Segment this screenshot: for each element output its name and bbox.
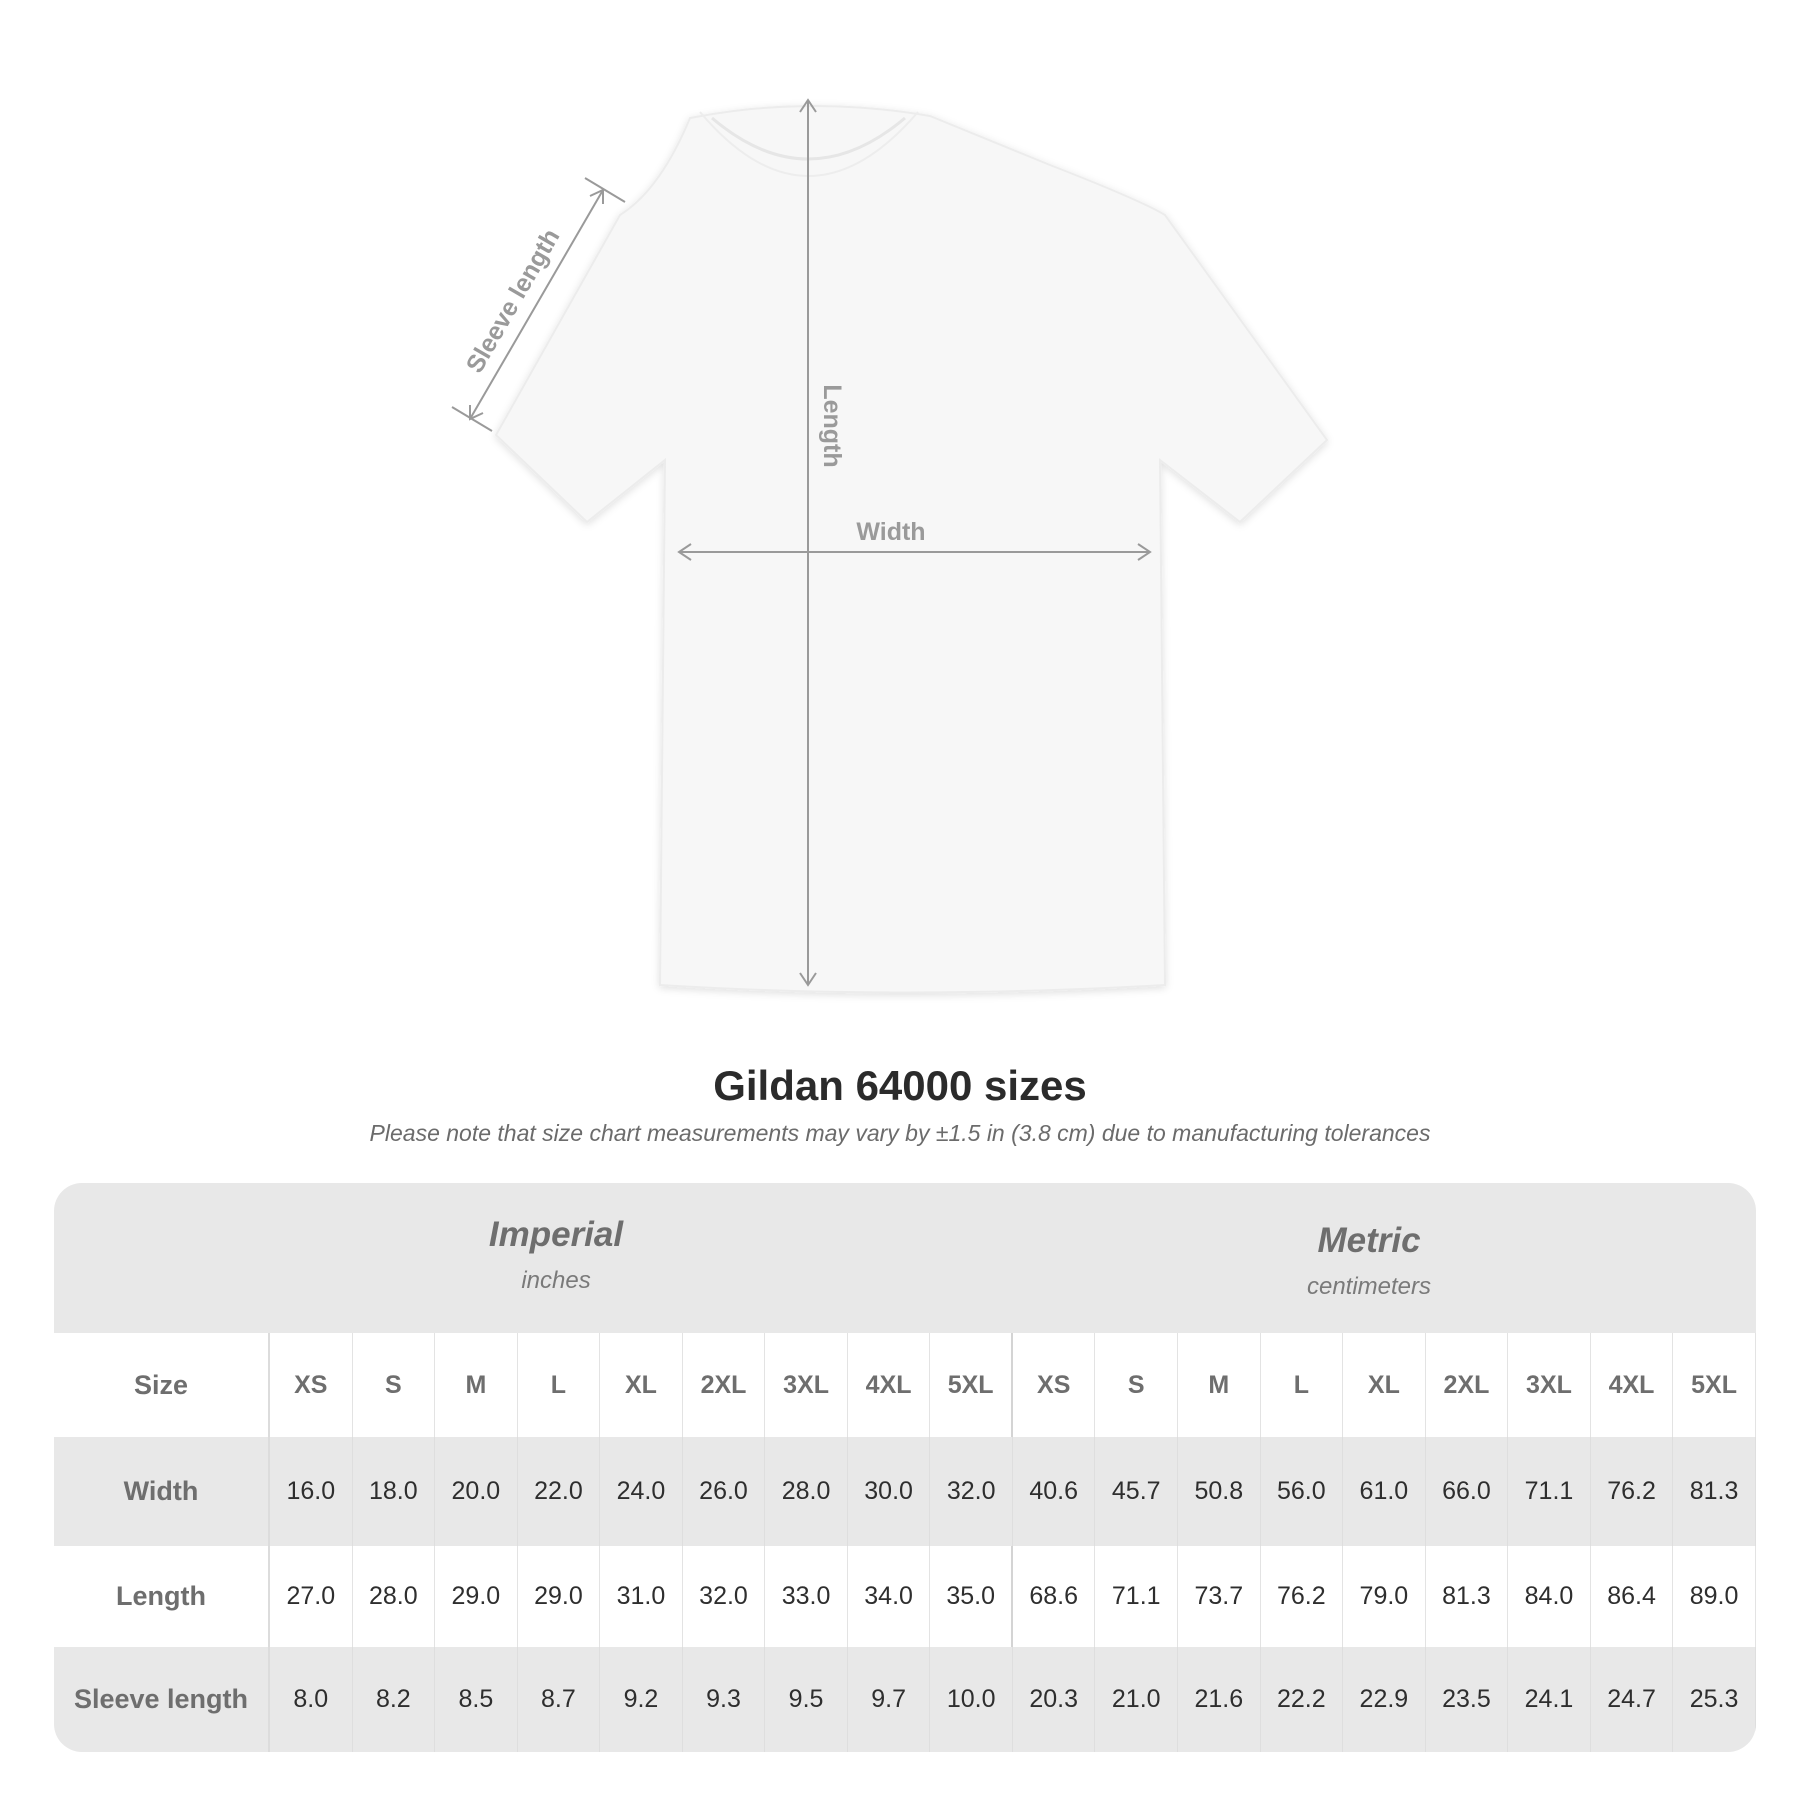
- tolerance-note: Please note that size chart measurements…: [369, 1120, 1431, 1146]
- size-header-cell: 3XL: [1508, 1333, 1591, 1437]
- table-cell: 84.0: [1508, 1546, 1591, 1647]
- table-cell: 22.0: [518, 1437, 601, 1546]
- tshirt-diagram: Sleeve length Length Width: [451, 98, 1329, 994]
- table-cell: 50.8: [1178, 1437, 1261, 1546]
- table-cell: 20.3: [1013, 1647, 1096, 1752]
- table-cell: 68.6: [1013, 1546, 1096, 1647]
- size-header-cell: XL: [1343, 1333, 1426, 1437]
- table-cell: 24.0: [600, 1437, 683, 1546]
- table-cell: 32.0: [683, 1546, 766, 1647]
- table-cell: 32.0: [930, 1437, 1013, 1546]
- size-header-cell: M: [435, 1333, 518, 1437]
- table-cell: 40.6: [1013, 1437, 1096, 1546]
- table-cell: 16.0: [270, 1437, 353, 1546]
- table-cell: 25.3: [1673, 1647, 1756, 1752]
- tshirt-shape: [494, 105, 1329, 994]
- length-label: Length: [818, 384, 846, 467]
- table-cell: 89.0: [1673, 1546, 1756, 1647]
- table-cell: 33.0: [765, 1546, 848, 1647]
- row-label: Sleeve length: [54, 1647, 270, 1752]
- table-cell: 26.0: [683, 1437, 766, 1546]
- size-row: Size XS S M L XL 2XL 3XL 4XL 5XL XS S M L XL 2XL 3XL 4XL…: [54, 1333, 1756, 1437]
- table-cell: 86.4: [1591, 1546, 1674, 1647]
- table-cell: 34.0: [848, 1546, 931, 1647]
- size-header-cell: 4XL: [1591, 1333, 1674, 1437]
- size-header-cell: 5XL: [930, 1333, 1013, 1437]
- table-cell: 76.2: [1261, 1546, 1344, 1647]
- table-row: Width 16.0 18.0 20.0 22.0 24.0 26.0 28.0 30.0 32.…: [54, 1437, 1756, 1546]
- table-cell: 81.3: [1673, 1437, 1756, 1546]
- table-header: Imperial inches Metric centimeters: [54, 1183, 1756, 1333]
- size-header-cell: XS: [1013, 1333, 1096, 1437]
- table-cell: 73.7: [1178, 1546, 1261, 1647]
- size-header-cell: 5XL: [1673, 1333, 1756, 1437]
- table-cell: 28.0: [765, 1437, 848, 1546]
- table-cell: 30.0: [848, 1437, 931, 1546]
- table-cell: 29.0: [518, 1546, 601, 1647]
- table-cell: 66.0: [1426, 1437, 1509, 1546]
- imperial-header: Imperial inches: [256, 1215, 856, 1295]
- table-cell: 21.6: [1178, 1647, 1261, 1752]
- metric-title: Metric: [1317, 1221, 1421, 1260]
- table-cell: 9.2: [600, 1647, 683, 1752]
- size-header-cell: XL: [600, 1333, 683, 1437]
- size-header-cell: 2XL: [683, 1333, 766, 1437]
- table-cell: 28.0: [353, 1546, 436, 1647]
- size-header-cell: 2XL: [1426, 1333, 1509, 1437]
- size-header-cell: S: [1095, 1333, 1179, 1437]
- size-header-cell: S: [353, 1333, 436, 1437]
- table-row: Sleeve length 8.0 8.2 8.5 8.7 9.2 9.3 9.5 9.7 10.…: [54, 1647, 1756, 1752]
- imperial-unit: inches: [521, 1267, 591, 1294]
- page-title: Gildan 64000 sizes: [713, 1062, 1087, 1109]
- row-label: Length: [54, 1546, 270, 1647]
- table-cell: 76.2: [1591, 1437, 1674, 1546]
- size-header-cell: 4XL: [848, 1333, 931, 1437]
- table-cell: 9.5: [765, 1647, 848, 1752]
- width-label: Width: [856, 518, 925, 546]
- table-cell: 9.7: [848, 1647, 931, 1752]
- table-row: Length 27.0 28.0 29.0 29.0 31.0 32.0 33.0 34.0 35…: [54, 1546, 1756, 1647]
- table-cell: 22.9: [1343, 1647, 1426, 1752]
- size-header-cell: 3XL: [765, 1333, 848, 1437]
- table-cell: 71.1: [1508, 1437, 1591, 1546]
- table-cell: 24.7: [1591, 1647, 1674, 1752]
- row-label: Width: [54, 1437, 270, 1546]
- table-cell: 79.0: [1343, 1546, 1426, 1647]
- table-cell: 8.7: [518, 1647, 601, 1752]
- table-cell: 10.0: [930, 1647, 1013, 1752]
- size-header-cell: L: [518, 1333, 601, 1437]
- table-cell: 24.1: [1508, 1647, 1591, 1752]
- size-header-cell: XS: [270, 1333, 353, 1437]
- table-cell: 56.0: [1261, 1437, 1344, 1546]
- table-cell: 23.5: [1426, 1647, 1509, 1752]
- table-cell: 27.0: [270, 1546, 353, 1647]
- table-cell: 31.0: [600, 1546, 683, 1647]
- table-cell: 8.5: [435, 1647, 518, 1752]
- table-cell: 8.0: [270, 1647, 353, 1752]
- table-cell: 18.0: [353, 1437, 436, 1546]
- table-cell: 8.2: [353, 1647, 436, 1752]
- sleeve-arrow: [469, 189, 604, 420]
- metric-header: Metric centimeters: [1069, 1221, 1669, 1301]
- imperial-title: Imperial: [488, 1215, 624, 1254]
- size-header-cell: L: [1261, 1333, 1344, 1437]
- table-cell: 20.0: [435, 1437, 518, 1546]
- table-cell: 61.0: [1343, 1437, 1426, 1546]
- size-table: Imperial inches Metric centimeters Size …: [54, 1183, 1756, 1752]
- size-label: Size: [54, 1333, 270, 1437]
- table-cell: 35.0: [930, 1546, 1013, 1647]
- table-cell: 71.1: [1095, 1546, 1179, 1647]
- table-cell: 22.2: [1261, 1647, 1344, 1752]
- table-cell: 45.7: [1095, 1437, 1179, 1546]
- metric-unit: centimeters: [1306, 1273, 1432, 1300]
- table-cell: 81.3: [1426, 1546, 1509, 1647]
- table-cell: 29.0: [435, 1546, 518, 1647]
- table-cell: 21.0: [1095, 1647, 1179, 1752]
- size-header-cell: M: [1178, 1333, 1261, 1437]
- table-cell: 9.3: [683, 1647, 766, 1752]
